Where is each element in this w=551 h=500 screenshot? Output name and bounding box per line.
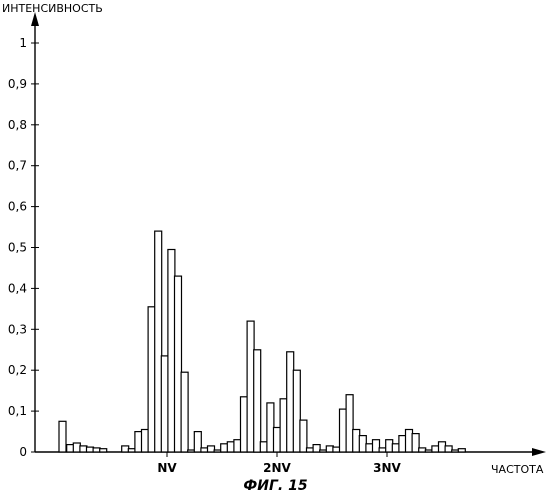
bar (280, 399, 287, 452)
bar (386, 440, 393, 452)
bar (128, 449, 135, 452)
y-tick-label: 0,9 (8, 77, 27, 91)
bar (419, 448, 426, 452)
bar (287, 352, 294, 452)
x-ticks: NV 2NV 3NV (157, 452, 401, 475)
bar (392, 444, 399, 452)
bar (188, 450, 195, 452)
bar (201, 448, 208, 452)
bar (399, 436, 406, 452)
bar (241, 397, 248, 452)
bar (274, 428, 281, 453)
bar (346, 395, 353, 452)
bar (254, 350, 261, 452)
bar (194, 432, 201, 452)
bars (59, 231, 465, 452)
bar (142, 430, 149, 453)
y-axis: ИНТЕНСИВНОСТЬ (2, 2, 103, 452)
bar (93, 448, 100, 452)
x-tick-label: 3NV (373, 461, 401, 475)
x-tick-label: NV (157, 461, 177, 475)
bar (458, 449, 465, 452)
bar (293, 370, 300, 452)
bar (445, 446, 452, 452)
bar (366, 444, 373, 452)
bar (373, 440, 380, 452)
bar (208, 446, 215, 452)
y-tick-label: 0,2 (8, 363, 27, 377)
bar (87, 447, 94, 452)
y-tick-label: 0,4 (8, 281, 27, 295)
bar (73, 443, 80, 452)
bar (59, 421, 66, 452)
y-tick-label: 0,6 (8, 200, 27, 214)
y-tick-label: 0,7 (8, 159, 27, 173)
bar (320, 450, 327, 452)
bar (267, 403, 274, 452)
bar (234, 440, 241, 452)
bar (122, 446, 129, 452)
y-tick-label: 0,3 (8, 322, 27, 336)
y-tick-label: 1 (19, 36, 27, 50)
y-tick-label: 0 (19, 445, 27, 459)
bar (67, 445, 74, 452)
bar (412, 434, 419, 452)
bar (340, 409, 347, 452)
figure-caption: ФИГ. 15 (0, 478, 551, 494)
y-axis-title: ИНТЕНСИВНОСТЬ (2, 2, 103, 15)
y-tick-label: 0,8 (8, 118, 27, 132)
bar (326, 446, 333, 452)
x-tick-label: 2NV (263, 461, 291, 475)
bar (80, 446, 87, 452)
bar (155, 231, 162, 452)
bar (333, 447, 340, 452)
bar (439, 442, 446, 452)
bar (148, 307, 155, 452)
bar (406, 430, 413, 453)
bar (221, 444, 228, 452)
bar (425, 450, 432, 452)
bar (260, 442, 267, 452)
x-axis-title: ЧАСТОТА (491, 463, 544, 476)
bar (168, 250, 175, 453)
bar (353, 430, 360, 453)
bar (379, 448, 386, 452)
bar (214, 450, 221, 452)
bar (247, 321, 254, 452)
bar (300, 420, 307, 452)
bar (313, 445, 320, 452)
bar (181, 372, 188, 452)
y-tick-label: 0,1 (8, 404, 27, 418)
bar (307, 448, 314, 452)
bar (135, 432, 142, 452)
bar (161, 356, 168, 452)
bar (175, 276, 182, 452)
bar (100, 449, 107, 452)
y-tick-label: 0,5 (8, 241, 27, 255)
bar (432, 446, 439, 452)
x-axis-arrow (532, 448, 546, 456)
bar (359, 436, 366, 452)
bar (452, 450, 459, 452)
bar (227, 442, 234, 452)
